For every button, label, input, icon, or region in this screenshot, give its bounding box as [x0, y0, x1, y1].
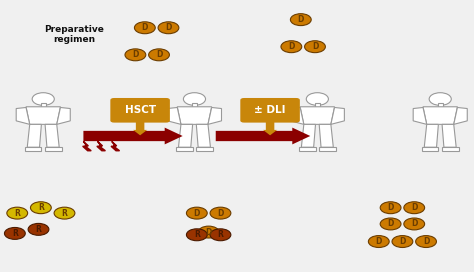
Circle shape — [30, 202, 51, 214]
Polygon shape — [26, 107, 60, 124]
Circle shape — [186, 229, 207, 241]
Circle shape — [28, 223, 49, 235]
Polygon shape — [176, 147, 192, 151]
Polygon shape — [167, 107, 181, 124]
FancyArrow shape — [263, 120, 277, 135]
Text: R: R — [36, 225, 41, 234]
Circle shape — [306, 93, 328, 105]
Text: D: D — [132, 50, 138, 59]
Polygon shape — [300, 107, 335, 124]
Text: R: R — [194, 230, 200, 239]
Text: D: D — [411, 203, 418, 212]
Circle shape — [281, 41, 302, 53]
FancyBboxPatch shape — [41, 103, 46, 107]
Polygon shape — [45, 147, 62, 151]
Text: ± DLI: ± DLI — [255, 105, 286, 115]
Circle shape — [429, 93, 451, 105]
Text: D: D — [375, 237, 382, 246]
Text: R: R — [218, 230, 223, 239]
Text: R: R — [12, 229, 18, 238]
Polygon shape — [97, 141, 105, 151]
Polygon shape — [196, 147, 213, 151]
Circle shape — [380, 202, 401, 214]
Polygon shape — [424, 124, 438, 147]
Text: D: D — [288, 42, 294, 51]
Polygon shape — [82, 141, 91, 151]
Polygon shape — [331, 107, 345, 124]
Circle shape — [186, 207, 207, 219]
FancyBboxPatch shape — [192, 103, 197, 107]
FancyArrow shape — [133, 120, 147, 135]
Text: R: R — [14, 209, 20, 218]
Circle shape — [158, 22, 179, 34]
Polygon shape — [45, 124, 59, 147]
Circle shape — [149, 49, 169, 61]
Circle shape — [183, 93, 206, 105]
Circle shape — [210, 207, 231, 219]
Circle shape — [392, 236, 413, 248]
Text: D: D — [423, 237, 429, 246]
Circle shape — [198, 226, 219, 238]
Polygon shape — [196, 124, 210, 147]
Text: HSCT: HSCT — [125, 105, 155, 115]
Polygon shape — [301, 124, 316, 147]
Text: D: D — [217, 209, 224, 218]
Text: Preparative
regimen: Preparative regimen — [44, 25, 104, 44]
Text: D: D — [205, 228, 212, 237]
Text: D: D — [298, 15, 304, 24]
FancyBboxPatch shape — [315, 103, 320, 107]
Polygon shape — [25, 147, 41, 151]
Polygon shape — [442, 147, 459, 151]
Circle shape — [135, 22, 155, 34]
Polygon shape — [454, 107, 467, 124]
Text: D: D — [142, 23, 148, 32]
Circle shape — [368, 236, 389, 248]
Polygon shape — [290, 107, 304, 124]
Polygon shape — [16, 107, 30, 124]
Circle shape — [54, 207, 75, 219]
Polygon shape — [208, 107, 221, 124]
Text: D: D — [156, 50, 162, 59]
FancyArrow shape — [216, 128, 310, 144]
Text: D: D — [387, 203, 394, 212]
Circle shape — [416, 236, 437, 248]
Polygon shape — [177, 107, 212, 124]
Circle shape — [210, 229, 231, 241]
Text: R: R — [38, 203, 44, 212]
Circle shape — [305, 41, 325, 53]
FancyBboxPatch shape — [240, 98, 300, 123]
Polygon shape — [319, 124, 333, 147]
Polygon shape — [299, 147, 316, 151]
Polygon shape — [57, 107, 70, 124]
Text: D: D — [411, 220, 418, 228]
Circle shape — [404, 202, 425, 214]
FancyBboxPatch shape — [110, 98, 170, 123]
Circle shape — [291, 14, 311, 26]
Polygon shape — [179, 124, 192, 147]
FancyBboxPatch shape — [438, 103, 443, 107]
Polygon shape — [111, 141, 119, 151]
Circle shape — [32, 93, 55, 105]
Polygon shape — [442, 124, 456, 147]
Circle shape — [7, 207, 27, 219]
FancyArrow shape — [83, 128, 182, 144]
Circle shape — [404, 218, 425, 230]
Text: D: D — [165, 23, 172, 32]
Polygon shape — [422, 147, 438, 151]
Polygon shape — [423, 107, 457, 124]
Polygon shape — [319, 147, 336, 151]
Text: D: D — [312, 42, 318, 51]
Circle shape — [380, 218, 401, 230]
Text: D: D — [399, 237, 406, 246]
Circle shape — [125, 49, 146, 61]
Polygon shape — [27, 124, 41, 147]
Text: R: R — [62, 209, 67, 218]
Text: D: D — [387, 220, 394, 228]
Text: D: D — [194, 209, 200, 218]
Polygon shape — [413, 107, 427, 124]
Circle shape — [4, 227, 25, 239]
